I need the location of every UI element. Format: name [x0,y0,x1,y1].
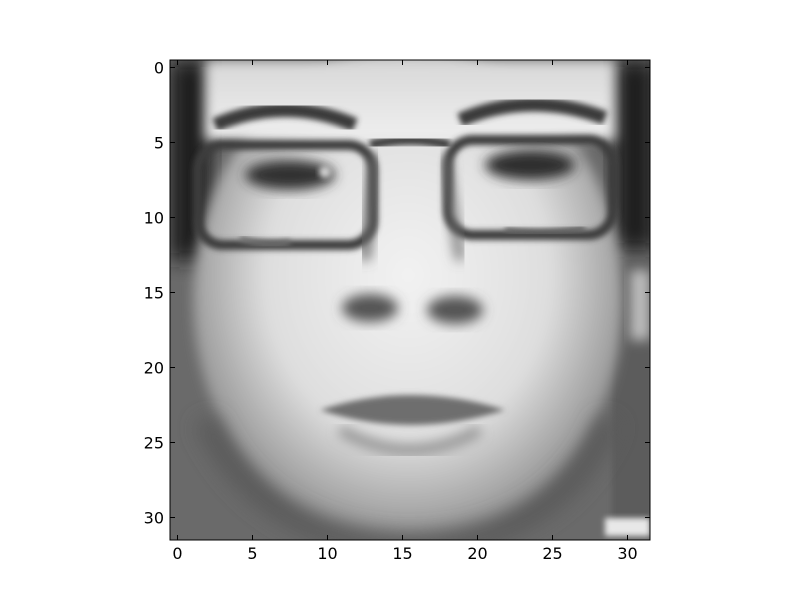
y-tick-label: 15 [144,284,164,303]
y-tick-label: 10 [144,209,164,228]
y-tick-label: 25 [144,434,164,453]
plot-frame [169,59,651,541]
x-tick-label: 5 [247,544,257,563]
y-axis: 0 5 10 15 20 25 30 [144,59,650,528]
x-tick-label: 30 [617,544,637,563]
x-tick-label: 20 [467,544,487,563]
x-tick-label: 15 [392,544,412,563]
x-tick-label: 25 [542,544,562,563]
face-image [170,60,650,540]
y-tick-label: 20 [144,359,164,378]
x-tick-label: 0 [172,544,182,563]
x-tick-label: 10 [317,544,337,563]
y-tick-label: 30 [144,509,164,528]
x-axis: 0 5 10 15 20 25 30 [172,60,638,563]
y-tick-label: 0 [154,59,164,78]
y-tick-label: 5 [154,134,164,153]
